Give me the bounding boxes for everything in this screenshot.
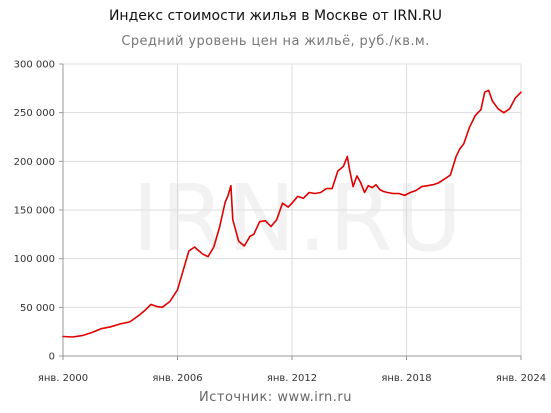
chart-title: Индекс стоимости жилья в Москве от IRN.R… bbox=[108, 8, 443, 24]
y-tick-label: 50 000 bbox=[20, 303, 55, 314]
chart-source: Источник: www.irn.ru bbox=[199, 390, 352, 405]
x-tick-label: янв. 2000 bbox=[38, 373, 88, 384]
x-tick-label: янв. 2018 bbox=[381, 373, 431, 384]
y-tick-label: 250 000 bbox=[14, 108, 55, 119]
x-tick-label: янв. 2024 bbox=[496, 373, 546, 384]
y-tick-label: 0 bbox=[49, 352, 55, 363]
chart-subtitle: Средний уровень цен на жильё, руб./кв.м. bbox=[121, 34, 430, 49]
watermark-text: IRN.RU bbox=[132, 165, 464, 272]
y-tick-label: 100 000 bbox=[14, 254, 55, 265]
series-line bbox=[62, 89, 522, 338]
y-tick-label: 200 000 bbox=[14, 157, 55, 168]
x-tick-label: янв. 2006 bbox=[152, 373, 202, 384]
y-tick-label: 300 000 bbox=[14, 60, 55, 71]
x-tick-label: янв. 2012 bbox=[267, 373, 317, 384]
y-tick-label: 150 000 bbox=[14, 206, 55, 217]
